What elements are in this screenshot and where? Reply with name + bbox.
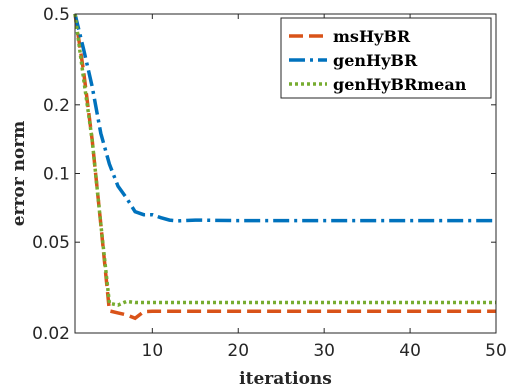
series-layer: [73, 13, 496, 321]
legend: msHyBR genHyBR genHyBRmean: [280, 17, 492, 99]
y-tick-label: 0.5: [43, 5, 70, 25]
x-tick-label: 20: [227, 341, 249, 361]
series-line-genHyBR: [73, 13, 496, 223]
x-tick-label: 50: [485, 341, 507, 361]
y-tick-label: 0.05: [32, 233, 70, 253]
legend-label-msHyBR: msHyBR: [333, 27, 411, 46]
legend-label-genHyBRmean: genHyBRmean: [333, 75, 467, 94]
y-tick-label: 0.02: [32, 324, 70, 344]
legend-label-genHyBR: genHyBR: [333, 51, 418, 70]
tick-layer: 10 20 30 40 50 0.02 0.05 0.1 0.2 0.5: [32, 5, 507, 361]
x-axis-title: iterations: [239, 369, 332, 388]
y-tick-label: 0.2: [43, 96, 70, 116]
x-tick-label: 10: [142, 341, 164, 361]
series-line-msHyBR: [73, 13, 496, 321]
x-tick-label: 40: [399, 341, 421, 361]
y-tick-label: 0.1: [43, 165, 70, 185]
y-axis-title: error norm: [9, 121, 29, 227]
series-line-genHyBRmean: [73, 13, 496, 307]
x-tick-label: 30: [313, 341, 335, 361]
